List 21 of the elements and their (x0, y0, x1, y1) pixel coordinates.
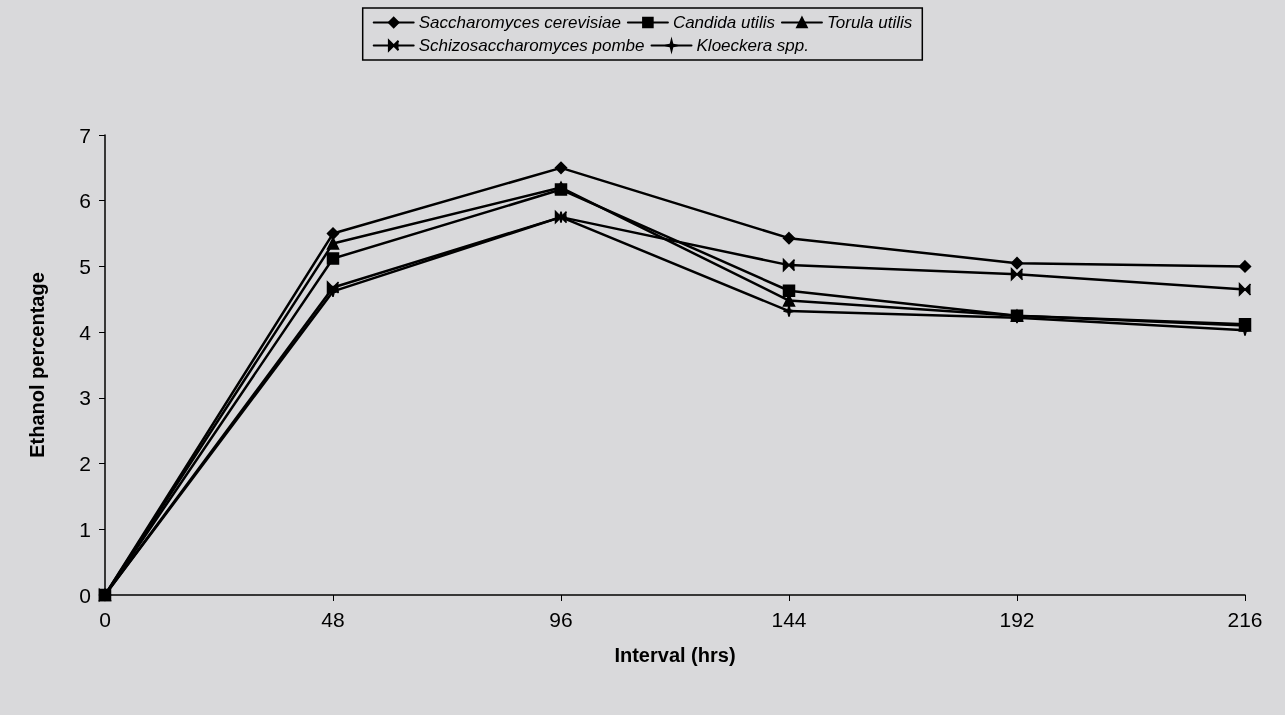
y-tick-label: 7 (79, 123, 91, 147)
y-tick-label: 2 (79, 452, 91, 476)
x-tick-label: 216 (1227, 608, 1263, 631)
legend-label: Candida utilis (672, 13, 776, 32)
y-axis-title: Ethanol percentage (26, 272, 48, 458)
legend-label: Saccharomyces cerevisiae (418, 13, 621, 32)
x-tick-label: 48 (321, 608, 345, 631)
y-tick-label: 1 (79, 517, 91, 541)
legend-label: Torula utilis (826, 13, 913, 32)
y-tick-label: 4 (79, 320, 92, 344)
legend-label: Kloeckera spp. (696, 36, 809, 55)
y-tick-label: 0 (79, 583, 91, 607)
legend-label: Schizosaccharomyces pombe (418, 36, 645, 55)
x-tick-label: 144 (771, 608, 807, 631)
x-axis-title: Interval (hrs) (614, 644, 736, 666)
y-tick-label: 5 (79, 254, 91, 278)
x-tick-label: 192 (999, 608, 1035, 631)
y-tick-label: 6 (79, 189, 91, 213)
y-tick-label: 3 (79, 386, 91, 410)
x-tick-label: 96 (549, 608, 573, 631)
x-tick-label: 0 (99, 608, 111, 631)
